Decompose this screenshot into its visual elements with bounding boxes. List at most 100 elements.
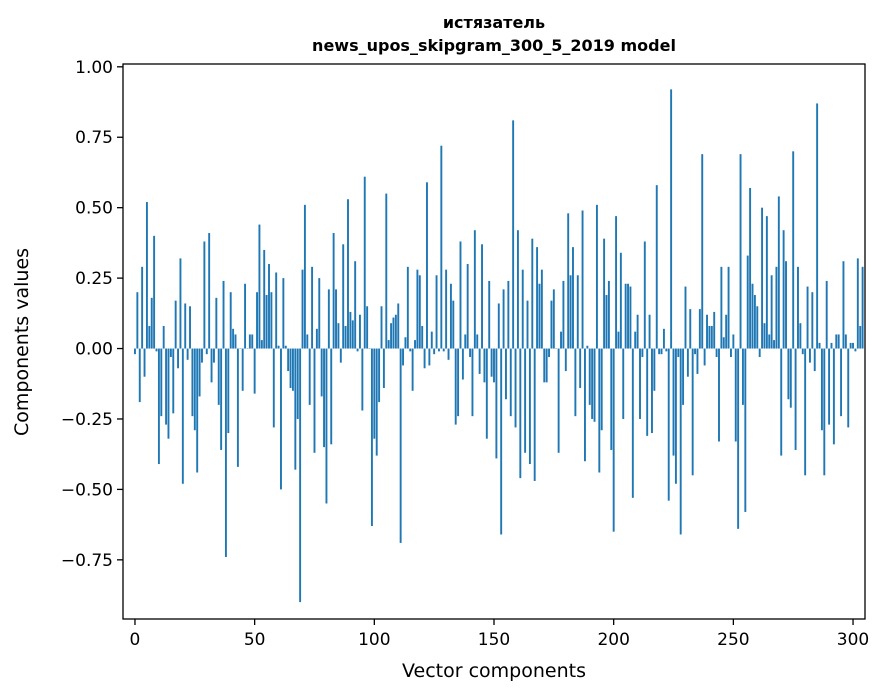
bar-component-28 xyxy=(201,348,203,363)
bar-component-102 xyxy=(378,348,381,403)
bar-component-233 xyxy=(691,348,694,476)
bar-component-134 xyxy=(454,348,457,425)
bar-component-73 xyxy=(308,348,311,405)
bar-component-77 xyxy=(318,278,321,349)
bar-component-24 xyxy=(191,348,194,417)
bar-component-289 xyxy=(825,280,828,349)
bar-component-246 xyxy=(722,337,725,349)
bar-component-64 xyxy=(287,348,290,372)
bar-component-4 xyxy=(143,348,146,377)
bar-component-137 xyxy=(461,348,464,380)
bar-component-148 xyxy=(488,280,491,349)
bar-component-260 xyxy=(756,306,759,349)
bar-component-223 xyxy=(667,348,670,501)
bar-component-127 xyxy=(437,348,440,352)
bar-component-122 xyxy=(426,182,428,349)
bar-component-208 xyxy=(631,348,634,498)
bar-component-205 xyxy=(624,283,627,349)
y-tick-label: 0.25 xyxy=(75,269,113,289)
bar-component-110 xyxy=(397,303,400,349)
bar-component-279 xyxy=(801,348,804,355)
bar-component-78 xyxy=(320,348,323,397)
bar-component-175 xyxy=(552,289,555,349)
bar-component-261 xyxy=(758,348,761,357)
x-axis-ticks: 0 50 100 150 200 250 300 xyxy=(130,619,869,650)
bar-component-300 xyxy=(852,342,854,349)
bar-component-267 xyxy=(773,340,775,349)
bar-component-1 xyxy=(136,292,139,349)
bar-component-179 xyxy=(562,280,565,349)
bar-component-172 xyxy=(545,348,548,383)
y-tick-label: −0.75 xyxy=(61,551,113,571)
bar-component-86 xyxy=(339,348,342,363)
x-tick-label: 200 xyxy=(597,630,629,650)
bar-component-140 xyxy=(469,348,472,357)
bar-component-251 xyxy=(734,348,737,442)
bar-component-173 xyxy=(548,348,550,357)
bar-component-254 xyxy=(741,348,744,405)
bar-component-76 xyxy=(315,328,318,349)
bar-component-22 xyxy=(186,348,189,360)
bar-component-272 xyxy=(785,261,787,349)
bar-component-39 xyxy=(227,348,230,434)
bar-component-60 xyxy=(277,345,280,349)
bar-component-184 xyxy=(574,348,577,417)
y-tick-label: 0.50 xyxy=(75,199,113,219)
bar-component-143 xyxy=(476,334,479,349)
bar-component-14 xyxy=(167,348,170,439)
bar-component-138 xyxy=(464,334,467,349)
bar-component-23 xyxy=(189,306,191,349)
bar-component-202 xyxy=(617,331,620,349)
bar-component-236 xyxy=(698,309,701,349)
bar-component-106 xyxy=(387,340,390,349)
bar-component-48 xyxy=(248,334,251,349)
bar-component-120 xyxy=(421,326,424,349)
bar-component-190 xyxy=(588,348,591,405)
bar-component-132 xyxy=(449,283,452,349)
y-tick-label: 0.00 xyxy=(75,340,113,360)
bar-component-227 xyxy=(677,348,680,357)
bar-component-282 xyxy=(808,348,811,363)
bar-component-135 xyxy=(457,348,460,417)
bar-component-3 xyxy=(141,266,144,349)
bar-component-7 xyxy=(150,297,153,349)
bar-component-198 xyxy=(607,280,610,349)
bar-component-263 xyxy=(763,323,766,349)
bar-component-265 xyxy=(768,334,771,349)
bar-component-222 xyxy=(665,348,668,352)
bar-component-50 xyxy=(253,348,256,394)
bar-component-257 xyxy=(749,187,752,349)
bar-component-189 xyxy=(586,345,589,349)
bar-component-141 xyxy=(471,348,474,417)
bar-component-273 xyxy=(787,348,790,400)
y-tick-label: −0.50 xyxy=(61,480,113,500)
x-tick-label: 100 xyxy=(358,630,390,650)
bar-component-231 xyxy=(686,348,689,377)
bar-component-113 xyxy=(404,337,407,349)
bar-component-292 xyxy=(832,348,835,445)
bar-component-304 xyxy=(861,266,864,349)
bar-component-84 xyxy=(335,289,337,349)
bar-component-258 xyxy=(751,283,754,349)
bar-component-2 xyxy=(138,348,141,403)
bar-component-271 xyxy=(782,230,785,349)
bar-component-264 xyxy=(765,216,768,349)
bar-component-185 xyxy=(576,275,579,349)
bar-component-46 xyxy=(244,283,247,349)
bar-component-183 xyxy=(572,247,574,349)
bar-component-276 xyxy=(794,348,797,450)
bar-component-58 xyxy=(272,348,275,428)
bar-component-192 xyxy=(593,348,596,422)
bar-component-29 xyxy=(203,241,206,349)
bar-component-159 xyxy=(514,348,517,428)
bar-component-213 xyxy=(643,241,646,349)
bar-component-259 xyxy=(753,295,756,349)
y-tick-label: −0.25 xyxy=(61,410,113,430)
bar-component-114 xyxy=(406,266,409,349)
bar-component-72 xyxy=(306,334,309,349)
bar-component-115 xyxy=(409,348,412,352)
bar-component-119 xyxy=(418,275,421,349)
bar-component-210 xyxy=(636,314,639,349)
bar-component-32 xyxy=(210,348,213,383)
bar-component-199 xyxy=(610,348,613,450)
